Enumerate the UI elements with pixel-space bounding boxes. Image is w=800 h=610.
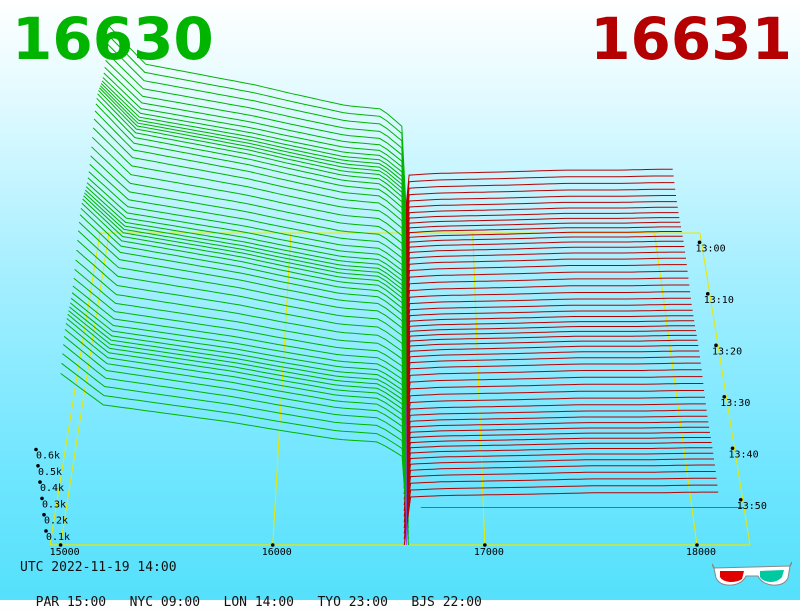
price-tick-label: 16000 xyxy=(262,547,292,558)
grid-line-price xyxy=(655,233,697,545)
bid-depth-row xyxy=(101,84,407,285)
grid-line-price xyxy=(273,233,291,545)
volume-tick-label: 0.6k xyxy=(36,451,60,462)
time-tick-label: 13:40 xyxy=(729,449,759,460)
grid-right-edge xyxy=(700,233,750,545)
time-tick-label: 13:10 xyxy=(704,295,734,306)
grid-line-price xyxy=(61,233,109,545)
depth-chart-3d: 15000 16000 17000 18000 0.1k 0.2k 0.3k 0.4k 0.5k… xyxy=(0,0,800,560)
ask-depth-row xyxy=(404,492,718,545)
bid-depth-row xyxy=(67,319,409,506)
ask-depth-row xyxy=(404,271,688,335)
zone-tyo: TYO 23:00 xyxy=(317,595,387,610)
bid-depth-row xyxy=(83,199,408,403)
time-tick-label: 13:50 xyxy=(737,501,767,512)
volume-tick-label: 0.3k xyxy=(42,499,66,510)
price-tick-label: 15000 xyxy=(50,547,80,558)
3d-glasses-icon[interactable] xyxy=(712,560,792,590)
bid-depth-row xyxy=(66,323,409,511)
time-tick-label: 13:00 xyxy=(696,243,726,254)
bid-depth-row xyxy=(104,73,408,267)
ask-depth-row xyxy=(404,298,691,358)
time-tick-label: 13:20 xyxy=(712,346,742,357)
volume-tick-label: 0.5k xyxy=(38,467,62,478)
volume-tick-label: 0.2k xyxy=(44,516,68,527)
zone-nyc: NYC 09:00 xyxy=(130,595,200,610)
ask-depth-row xyxy=(404,169,673,233)
bid-depth-row xyxy=(96,104,408,318)
zone-bjs: BJS 22:00 xyxy=(411,595,481,610)
bid-depth-row xyxy=(88,178,408,369)
bid-depth-row xyxy=(62,354,408,534)
timezone-list: PAR 15:00 NYC 09:00 LON 14:00 TYO 23:00 … xyxy=(20,580,482,610)
volume-tick-label: 0.4k xyxy=(40,483,64,494)
price-tick-label: 18000 xyxy=(686,547,716,558)
bid-depth-row xyxy=(102,81,407,279)
volume-tick-label: 0.1k xyxy=(46,532,70,543)
bid-depth-row xyxy=(81,208,408,414)
depth-surface xyxy=(61,26,744,545)
bid-depth-row xyxy=(105,67,408,261)
bid-depth-row xyxy=(64,336,408,522)
grid-line-price xyxy=(473,233,485,545)
time-tick-label: 13:30 xyxy=(720,398,750,409)
ask-depth-row xyxy=(404,292,690,352)
price-tick-label: 17000 xyxy=(474,547,504,558)
utc-time: UTC 2022-11-19 14:00 xyxy=(20,560,177,575)
bid-depth-row xyxy=(61,373,409,545)
zone-par: PAR 15:00 xyxy=(36,595,106,610)
zone-lon: LON 14:00 xyxy=(224,595,294,610)
